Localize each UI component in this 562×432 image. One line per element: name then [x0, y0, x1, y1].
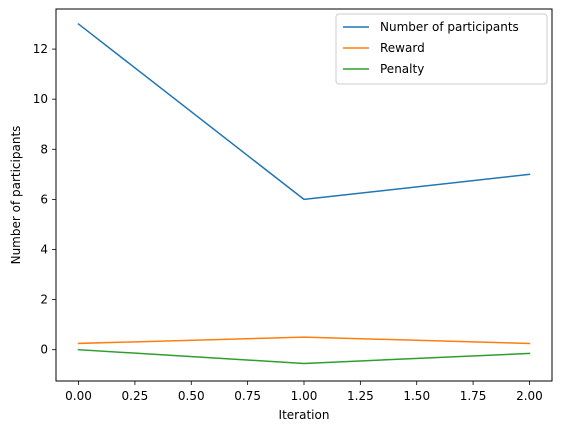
y-tick-label: 2: [40, 293, 48, 307]
x-axis: 0.00 0.25 0.50 0.75 1.00 1.25 1.50 1.75 2.00: [65, 381, 543, 403]
x-tick-label: 0.25: [122, 389, 149, 403]
y-tick-label: 6: [40, 192, 48, 206]
legend: Number of participants Reward Penalty: [335, 13, 548, 85]
x-tick-label: 2.00: [516, 389, 543, 403]
series-layer: [77, 22, 531, 365]
y-tick-label: 8: [40, 142, 48, 156]
y-tick-label: 10: [33, 92, 48, 106]
x-tick-label: 0.75: [234, 389, 261, 403]
legend-label-0: Number of participants: [380, 20, 519, 34]
series-line-1: [77, 336, 531, 345]
y-axis-label: Number of participants: [9, 126, 23, 265]
series-line-2: [77, 348, 531, 365]
y-tick-label: 4: [40, 242, 48, 256]
legend-label-1: Reward: [380, 41, 425, 55]
x-tick-label: 0.50: [178, 389, 205, 403]
x-tick-label: 1.75: [460, 389, 487, 403]
y-tick-label: 12: [33, 42, 48, 56]
x-tick-label: 1.50: [403, 389, 430, 403]
x-tick-label: 0.00: [65, 389, 92, 403]
legend-box: [335, 13, 548, 85]
y-axis: 0 2 4 6 8 10 12: [33, 42, 56, 357]
y-tick-label: 0: [40, 343, 48, 357]
x-axis-label: Iteration: [279, 408, 330, 422]
x-tick-label: 1.25: [347, 389, 374, 403]
x-tick-label: 1.00: [291, 389, 318, 403]
series-line-0: [77, 22, 531, 201]
legend-label-2: Penalty: [380, 62, 424, 76]
